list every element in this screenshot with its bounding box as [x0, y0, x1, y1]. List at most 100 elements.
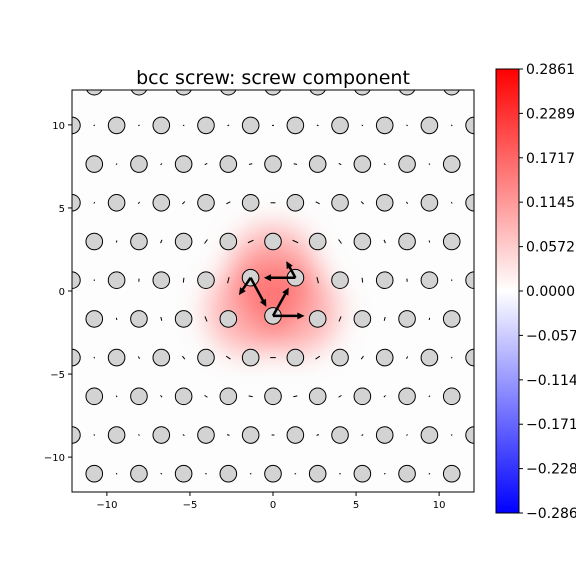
colorbar-tick-label: 0.1717 — [526, 151, 575, 167]
atom — [398, 155, 416, 173]
atom — [152, 116, 171, 135]
atom — [41, 233, 58, 250]
field-tick — [406, 201, 409, 204]
atom — [442, 310, 461, 328]
colorbar-tick-label: 0.0000 — [526, 284, 575, 300]
atom — [219, 155, 238, 173]
atom — [331, 193, 349, 212]
x-tick-label: −10 — [96, 500, 117, 511]
field-tick — [315, 355, 321, 360]
field-tick — [160, 316, 163, 321]
field-tick — [137, 201, 140, 204]
atom — [41, 78, 58, 95]
atom — [465, 271, 474, 290]
atom — [219, 464, 238, 483]
atom — [353, 310, 372, 328]
field-tick — [182, 201, 186, 205]
field-tick — [293, 395, 298, 398]
displacement-arrow — [238, 277, 252, 296]
field-tick — [160, 239, 163, 244]
atom — [219, 387, 238, 406]
atom — [130, 90, 148, 96]
atom — [41, 311, 58, 328]
atom — [85, 310, 104, 328]
atom — [197, 426, 215, 444]
atom — [331, 271, 349, 290]
atom — [241, 348, 260, 367]
atom-layer — [41, 78, 474, 483]
atom — [241, 426, 260, 444]
field-tick — [316, 277, 319, 284]
field-tick — [137, 356, 140, 359]
x-tick-label: 5 — [353, 500, 359, 511]
atom — [442, 155, 461, 173]
field-tick — [428, 240, 431, 243]
x-axis: −10 −5 0 5 10 — [96, 492, 445, 511]
field-tick — [204, 162, 208, 166]
field-tick — [115, 472, 118, 475]
atom — [107, 348, 126, 367]
atom — [375, 271, 394, 290]
field-tick — [182, 355, 186, 360]
atom — [220, 90, 237, 96]
field-tick — [383, 395, 386, 398]
colorbar-tick-label: −0.2289 — [526, 462, 576, 478]
atom — [442, 464, 461, 483]
atom — [465, 116, 474, 135]
atom — [465, 348, 474, 367]
atom — [41, 156, 58, 173]
atom — [353, 387, 372, 406]
field-tick — [383, 316, 386, 321]
atom — [175, 90, 192, 96]
atom — [197, 116, 215, 135]
displacement-arrow — [273, 312, 305, 320]
x-tick-label: −5 — [183, 500, 198, 511]
atom — [398, 232, 416, 251]
atom — [174, 464, 193, 483]
atom — [152, 426, 171, 444]
field-tick — [428, 163, 431, 165]
field-tick — [316, 434, 320, 436]
atom — [420, 426, 439, 444]
field-tick — [204, 394, 208, 398]
atom — [308, 232, 327, 251]
field-tick — [226, 201, 231, 205]
y-tick-label: 10 — [52, 121, 65, 132]
atom — [443, 90, 460, 96]
atom — [353, 155, 372, 173]
colorbar — [495, 68, 520, 514]
atom — [308, 155, 327, 173]
field-tick — [315, 201, 320, 205]
field-tick — [338, 316, 342, 322]
y-tick-label: 5 — [59, 204, 65, 215]
field-tick — [450, 124, 453, 127]
field-tick — [338, 394, 342, 398]
field-tick — [115, 395, 118, 398]
colorbar-tick-label: −0.1145 — [526, 373, 576, 389]
field-tick — [450, 201, 453, 204]
atom — [442, 232, 461, 251]
field-tick — [450, 434, 453, 436]
field-tick — [248, 163, 253, 165]
atom — [197, 193, 215, 212]
field-tick — [428, 395, 431, 398]
atom — [286, 193, 305, 212]
atom — [286, 116, 305, 135]
atom — [442, 387, 461, 406]
field-tick — [115, 163, 118, 165]
x-tick-label: 10 — [433, 500, 446, 511]
atom — [107, 193, 126, 212]
atom — [398, 310, 416, 328]
atom — [398, 387, 416, 406]
atom — [107, 116, 126, 135]
atom — [197, 348, 215, 367]
field-tick — [160, 395, 163, 398]
field-tick — [360, 355, 364, 360]
field-tick — [360, 201, 364, 205]
atom — [264, 155, 282, 173]
field-tick — [182, 434, 185, 436]
atom — [264, 387, 282, 406]
atom — [375, 426, 394, 444]
atom — [174, 387, 193, 406]
colorbar-tick-label: −0.0572 — [526, 328, 576, 344]
